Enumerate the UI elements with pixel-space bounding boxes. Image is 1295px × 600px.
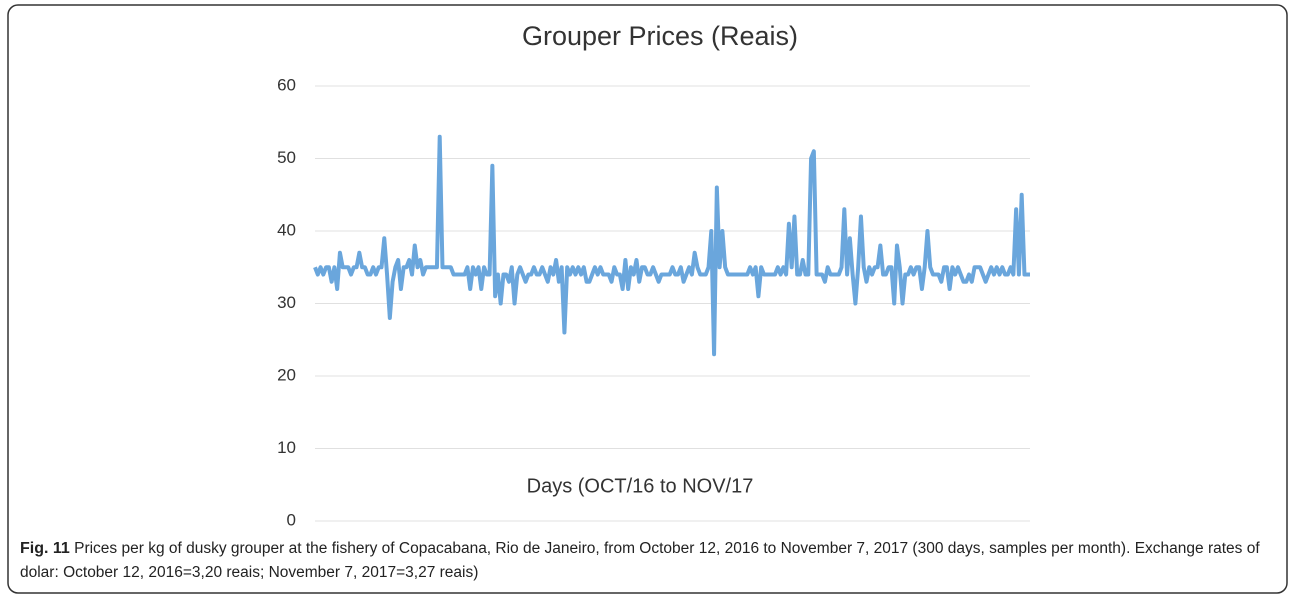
chart-title: Grouper Prices (Reais) <box>522 21 798 51</box>
data-line <box>313 134 1030 357</box>
y-tick-label: 10 <box>277 438 296 457</box>
y-tick-label: 40 <box>277 220 296 239</box>
x-axis-label: Days (OCT/16 to NOV/17 <box>527 475 754 497</box>
caption: Fig. 11 Prices per kg of dusky grouper a… <box>20 537 1270 585</box>
y-tick-label: 20 <box>277 365 296 384</box>
y-tick-label: 30 <box>277 293 296 312</box>
y-tick-label: 0 <box>287 510 296 529</box>
y-tick-label: 50 <box>277 148 296 167</box>
y-tick-label: 60 <box>277 75 296 94</box>
figure-border <box>7 4 1288 594</box>
caption-text: Prices per kg of dusky grouper at the fi… <box>20 540 1260 581</box>
caption-label: Fig. 11 <box>20 540 70 557</box>
